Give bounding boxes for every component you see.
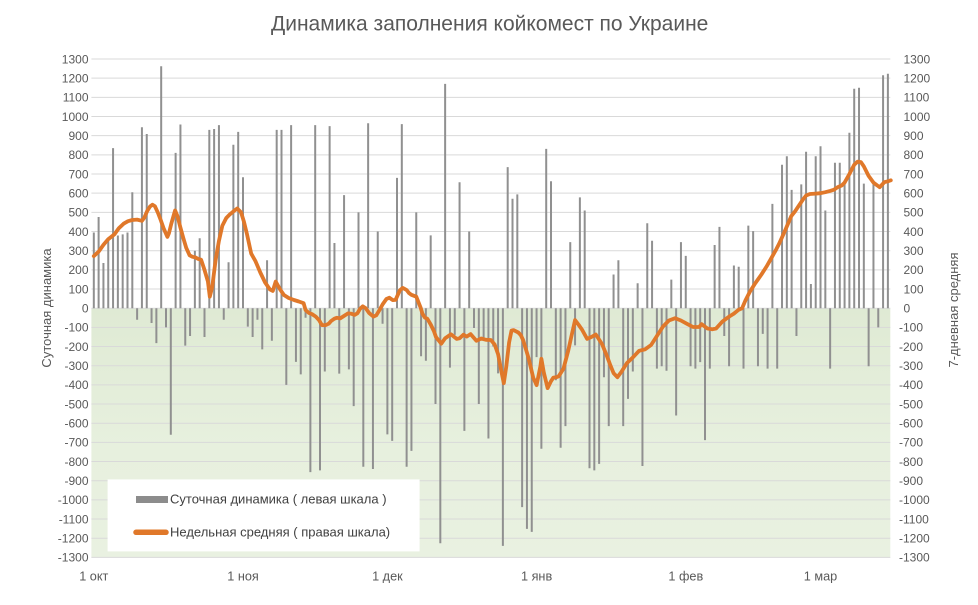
svg-text:0: 0	[82, 302, 89, 316]
svg-text:300: 300	[68, 244, 88, 258]
svg-text:-1200: -1200	[58, 532, 89, 546]
svg-text:1 дек: 1 дек	[372, 570, 403, 584]
svg-text:100: 100	[904, 282, 924, 296]
svg-text:700: 700	[68, 167, 88, 181]
svg-text:800: 800	[904, 148, 924, 162]
svg-text:-100: -100	[64, 321, 88, 335]
svg-text:1 окт: 1 окт	[79, 570, 108, 584]
svg-text:900: 900	[904, 129, 924, 143]
svg-text:1000: 1000	[904, 110, 931, 124]
svg-text:-400: -400	[899, 378, 923, 392]
svg-text:500: 500	[68, 206, 88, 220]
svg-text:-1100: -1100	[59, 512, 89, 526]
svg-text:-200: -200	[899, 340, 923, 354]
svg-text:600: 600	[904, 187, 924, 201]
svg-text:-500: -500	[899, 397, 923, 411]
svg-text:Динамика заполнения койкомест: Динамика заполнения койкомест по Украине	[271, 13, 708, 36]
svg-text:-100: -100	[899, 321, 923, 335]
svg-text:-500: -500	[64, 397, 88, 411]
svg-text:100: 100	[68, 282, 88, 296]
svg-text:-900: -900	[899, 474, 923, 488]
svg-text:400: 400	[904, 225, 924, 239]
svg-text:-600: -600	[899, 417, 923, 431]
svg-text:-1000: -1000	[58, 493, 89, 507]
svg-text:300: 300	[904, 244, 924, 258]
svg-text:-700: -700	[64, 436, 88, 450]
svg-text:600: 600	[68, 187, 88, 201]
svg-text:500: 500	[904, 206, 924, 220]
svg-text:-400: -400	[64, 378, 88, 392]
svg-text:1200: 1200	[62, 72, 89, 86]
svg-text:-200: -200	[64, 340, 88, 354]
svg-text:-600: -600	[64, 417, 88, 431]
svg-text:200: 200	[904, 263, 924, 277]
svg-text:400: 400	[68, 225, 88, 239]
svg-text:0: 0	[904, 302, 911, 316]
svg-text:-1000: -1000	[899, 493, 930, 507]
svg-text:-1300: -1300	[899, 551, 930, 565]
svg-text:1300: 1300	[62, 52, 89, 66]
svg-text:1100: 1100	[63, 91, 89, 105]
svg-text:-800: -800	[899, 455, 923, 469]
svg-text:-800: -800	[64, 455, 88, 469]
svg-text:1 янв: 1 янв	[521, 570, 552, 584]
svg-text:1300: 1300	[904, 52, 931, 66]
svg-text:-1200: -1200	[899, 532, 930, 546]
svg-text:1 ноя: 1 ноя	[227, 570, 259, 584]
svg-text:1100: 1100	[904, 91, 930, 105]
svg-text:Суточная динамика ( левая шкал: Суточная динамика ( левая шкала )	[170, 492, 387, 507]
svg-text:1 фев: 1 фев	[668, 570, 703, 584]
svg-text:-300: -300	[899, 359, 923, 373]
svg-text:-1100: -1100	[899, 512, 929, 526]
svg-text:-700: -700	[899, 436, 923, 450]
svg-text:7-дневная средняя: 7-дневная средняя	[946, 252, 961, 367]
svg-text:Суточная динамика: Суточная динамика	[39, 248, 54, 368]
svg-text:900: 900	[68, 129, 88, 143]
svg-text:1200: 1200	[904, 72, 931, 86]
svg-text:-1300: -1300	[58, 551, 89, 565]
svg-text:Недельная средняя ( правая шка: Недельная средняя ( правая шкала)	[170, 525, 390, 540]
svg-text:800: 800	[68, 148, 88, 162]
svg-text:-900: -900	[64, 474, 88, 488]
svg-text:700: 700	[904, 167, 924, 181]
svg-text:200: 200	[68, 263, 88, 277]
svg-text:1000: 1000	[62, 110, 89, 124]
svg-text:1 мар: 1 мар	[804, 570, 837, 584]
svg-text:-300: -300	[64, 359, 88, 373]
